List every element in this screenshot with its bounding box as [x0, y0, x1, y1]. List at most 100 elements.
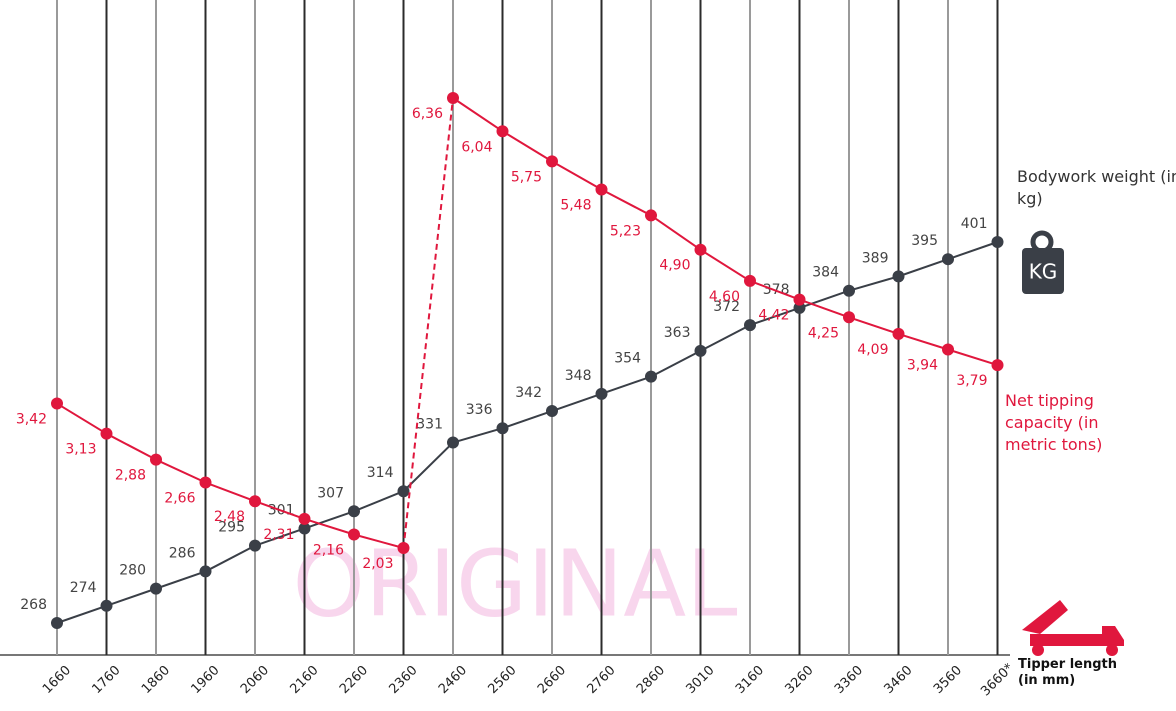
data-label: 274: [70, 580, 97, 596]
data-label: 2,66: [164, 491, 195, 507]
line-segment: [57, 606, 107, 623]
legend-bodywork: Bodywork weight (in kg): [1017, 166, 1176, 210]
line-segment: [948, 350, 998, 366]
x-tick-label: 2860: [634, 663, 668, 697]
x-tick-label: 3360: [832, 663, 866, 697]
data-label: 342: [515, 385, 542, 401]
point: [546, 155, 558, 167]
x-tick-label: 3160: [733, 663, 767, 697]
data-label: 384: [812, 265, 839, 281]
series-1: 3,423,132,882,662,482,312,162,036,366,04…: [16, 92, 1004, 572]
line-segment: [701, 250, 751, 281]
data-label: 4,60: [709, 289, 740, 305]
point: [893, 270, 905, 282]
point: [596, 183, 608, 195]
data-label: 307: [317, 485, 344, 501]
point: [942, 253, 954, 265]
line-segment: [800, 291, 850, 308]
point: [150, 583, 162, 595]
data-label: 389: [862, 250, 889, 266]
x-tick-label: 1860: [139, 663, 173, 697]
data-label: 331: [416, 417, 443, 433]
x-tick-label: 2760: [584, 663, 618, 697]
point: [645, 371, 657, 383]
line-segment: [503, 411, 553, 428]
data-label: 3,13: [65, 442, 96, 458]
point: [200, 477, 212, 489]
line-segment: [107, 589, 157, 606]
line-segment: [404, 98, 454, 548]
x-tick-label: 1960: [188, 663, 222, 697]
point: [398, 542, 410, 554]
data-label: 5,23: [610, 223, 641, 239]
data-label: 3,42: [16, 412, 47, 428]
point: [546, 405, 558, 417]
point: [51, 617, 63, 629]
kg-icon-text: KG: [1029, 260, 1058, 284]
data-label: 354: [614, 351, 641, 367]
data-label: 2,31: [263, 527, 294, 543]
line-segment: [701, 325, 751, 351]
x-tick-label: 2560: [485, 663, 519, 697]
point: [744, 275, 756, 287]
line-segment: [206, 483, 256, 502]
data-label: 286: [169, 545, 196, 561]
tipper-icon: [1022, 600, 1124, 656]
watermark: ORIGINAL: [293, 530, 738, 637]
data-label: 401: [961, 216, 988, 232]
line-segment: [156, 460, 206, 483]
point: [645, 209, 657, 221]
line-segment: [849, 276, 899, 290]
point: [348, 528, 360, 540]
point: [150, 454, 162, 466]
point: [942, 344, 954, 356]
x-tick-label: 2160: [287, 663, 321, 697]
point: [101, 600, 113, 612]
data-label: 314: [367, 465, 394, 481]
point: [992, 236, 1004, 248]
point: [249, 495, 261, 507]
data-label: 348: [565, 368, 592, 384]
x-tick-label: 2260: [337, 663, 371, 697]
line-segment: [849, 317, 899, 334]
data-label: 3,94: [907, 358, 938, 374]
data-label: 5,75: [511, 169, 542, 185]
data-label: 2,16: [313, 542, 344, 558]
line-segment: [899, 259, 949, 276]
data-label: 395: [911, 233, 938, 249]
x-tick-label: 3260: [782, 663, 816, 697]
point: [893, 328, 905, 340]
point: [249, 540, 261, 552]
point: [794, 294, 806, 306]
line-segment: [552, 394, 602, 411]
x-tick-label: 2060: [238, 663, 272, 697]
point: [992, 359, 1004, 371]
point: [596, 388, 608, 400]
data-label: 2,48: [214, 509, 245, 525]
data-label: 268: [20, 597, 47, 613]
point: [447, 92, 459, 104]
point: [744, 319, 756, 331]
x-tick-label: 3660*: [978, 660, 1017, 699]
x-tick-label: 1660: [40, 663, 74, 697]
data-label: 2,03: [362, 556, 393, 572]
chart: ORIGINAL KG 1660176018601960206021602260…: [0, 0, 1176, 711]
data-label: 5,48: [560, 197, 591, 213]
data-label: 3,79: [956, 373, 987, 389]
data-label: 336: [466, 402, 493, 418]
data-label: 4,09: [857, 342, 888, 358]
data-label: 6,36: [412, 106, 443, 122]
data-label: 4,90: [659, 258, 690, 274]
x-tick-label: 3010: [683, 663, 717, 697]
data-label: 4,42: [758, 308, 789, 324]
line-segment: [206, 546, 256, 572]
x-tick-label: 2660: [535, 663, 569, 697]
line-segment: [57, 404, 107, 434]
x-tick-label: 2460: [436, 663, 470, 697]
line-segment: [651, 351, 701, 377]
line-segment: [800, 300, 850, 318]
kg-icon: KG: [1022, 233, 1064, 294]
line-segment: [552, 161, 602, 189]
line-segment: [354, 491, 404, 511]
line-segment: [899, 334, 949, 350]
